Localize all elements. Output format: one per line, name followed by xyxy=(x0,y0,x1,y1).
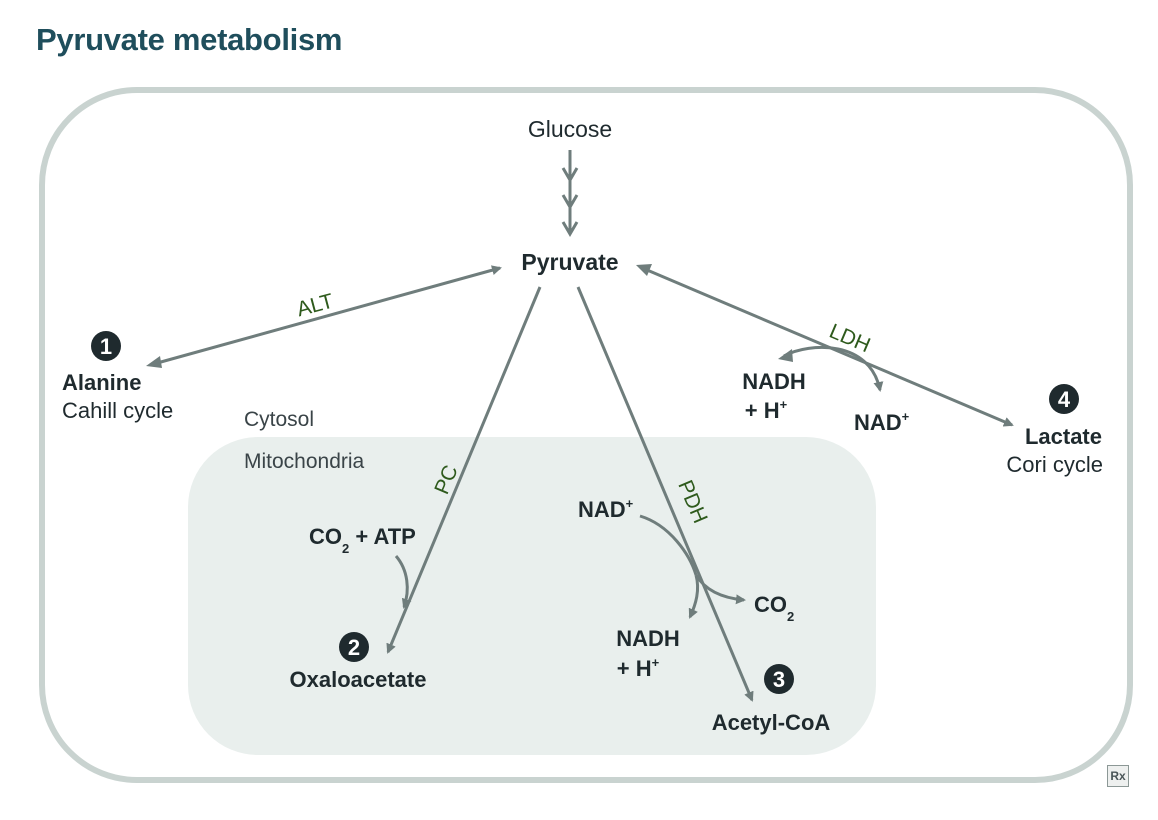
pyruvate-label: Pyruvate xyxy=(521,249,618,275)
pdh-nad-label: NAD+ xyxy=(578,496,634,522)
pdh-h-label: + H+ xyxy=(617,655,660,681)
ldh-h-label: + H+ xyxy=(745,397,788,423)
cahill-cycle-label: Cahill cycle xyxy=(62,398,173,423)
mitochondria-compartment xyxy=(188,437,876,755)
cytosol-label: Cytosol xyxy=(244,408,314,431)
pc-arrow xyxy=(386,286,542,654)
lactate-label: Lactate xyxy=(1025,424,1102,449)
alt-arrow xyxy=(149,265,502,367)
ldh-cofactor-head xyxy=(778,349,793,362)
mitochondria-label: Mitochondria xyxy=(244,450,365,473)
pdh-nad-text: NAD xyxy=(578,497,626,522)
rx-logo: Rx xyxy=(1107,765,1129,787)
pc-co-text: CO xyxy=(309,524,342,549)
ldh-nad-text: NAD xyxy=(854,410,902,435)
pc-atp-text: + ATP xyxy=(349,524,416,549)
pdh-cofactor-curve-in xyxy=(639,514,698,576)
number-badge-4-text: 4 xyxy=(1058,387,1071,412)
number-badge-1-text: 1 xyxy=(100,334,112,359)
ldh-h-sup: + xyxy=(780,397,788,412)
pdh-arrow xyxy=(576,286,754,702)
ldh-arrowhead-pyruvate xyxy=(636,264,652,276)
cori-cycle-label: Cori cycle xyxy=(1006,452,1103,477)
pc-cofactor-curve xyxy=(394,555,412,609)
pdh-h-text: + H xyxy=(617,656,652,681)
pdh-co2-label: CO2 xyxy=(754,592,794,624)
alt-arrowhead-alanine xyxy=(146,356,162,368)
ldh-nadh-label: NADH xyxy=(742,369,806,394)
pdh-co2-sub: 2 xyxy=(787,609,794,624)
ldh-h-text: + H xyxy=(745,398,780,423)
cell-boundary xyxy=(39,87,1133,783)
pc-co-sub: 2 xyxy=(342,541,349,556)
page-title: Pyruvate metabolism xyxy=(36,22,343,57)
number-badge-4 xyxy=(1049,384,1079,414)
number-badge-1 xyxy=(91,331,121,361)
ldh-cofactor-curve xyxy=(783,345,884,392)
glucose-label: Glucose xyxy=(528,116,612,142)
pdh-cofactor-curve-nadh xyxy=(688,574,700,619)
pdh-h-sup: + xyxy=(652,655,660,670)
pdh-co2-text: CO xyxy=(754,592,787,617)
pdh-cofactor-curve-co2 xyxy=(694,574,746,605)
number-badge-3-text: 3 xyxy=(773,667,785,692)
oxaloacetate-label: Oxaloacetate xyxy=(290,667,427,692)
number-badge-2-text: 2 xyxy=(348,635,360,660)
ldh-nad-sup: + xyxy=(902,409,910,424)
glycolysis-arrow xyxy=(561,150,579,237)
number-badge-3 xyxy=(764,664,794,694)
alanine-label: Alanine xyxy=(62,370,141,395)
acetylcoa-label: Acetyl-CoA xyxy=(712,710,831,735)
ldh-nad-label: NAD+ xyxy=(854,409,910,435)
number-badge-2 xyxy=(339,632,369,662)
pdh-nadh-label: NADH xyxy=(616,626,680,651)
pdh-nad-sup: + xyxy=(626,496,634,511)
pc-cofactor-label: CO2 + ATP xyxy=(309,524,416,556)
